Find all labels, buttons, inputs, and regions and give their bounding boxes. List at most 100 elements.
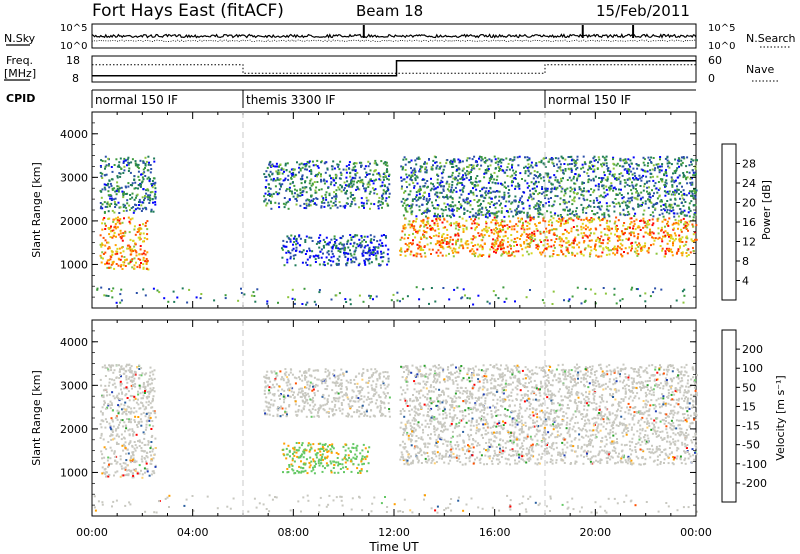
range-cell [480,159,483,162]
range-cell [103,183,106,186]
range-cell [674,203,676,206]
range-cell [528,196,531,199]
range-cell [293,184,296,187]
range-cell [439,166,442,169]
range-cell [305,202,308,205]
range-cell [110,184,113,187]
range-cell [468,179,471,182]
range-cell [134,385,137,388]
range-cell [551,221,554,224]
range-cell [465,174,467,177]
range-cell [586,235,589,238]
range-cell [129,368,132,371]
range-cell [419,253,422,256]
range-cell [129,218,132,221]
range-cell [482,228,485,231]
range-cell [100,190,103,193]
range-cell [146,420,149,423]
range-cell [476,248,479,251]
range-cell [368,262,371,265]
range-cell [677,250,680,252]
range-cell [323,246,325,249]
range-cell [548,204,551,207]
range-cell [117,397,120,400]
range-cell [646,186,649,189]
range-cell [346,202,349,205]
range-cell [301,379,304,382]
range-cell [517,204,520,207]
range-cell [492,238,495,241]
range-cell [385,161,388,164]
range-cell [123,372,126,375]
range-cell [603,212,606,215]
range-cell [425,237,428,240]
range-cell [659,158,661,161]
range-cell [690,160,692,163]
range-cell [634,228,637,231]
range-cell [144,471,146,474]
range-cell [483,234,486,237]
range-cell [602,177,605,180]
range-cell [682,189,685,192]
range-cell [130,379,133,382]
range-cell [454,178,456,181]
range-cell [503,185,506,188]
range-cell [293,168,296,171]
range-cell [532,239,535,242]
range-cell [346,259,349,262]
range-cell [422,218,425,221]
range-cell [372,298,374,301]
range-cell [518,210,521,213]
range-cell [122,367,125,370]
range-cell [142,288,145,291]
range-cell [146,259,149,262]
range-cell [608,253,611,256]
range-cell [147,198,150,201]
range-cell [631,181,633,184]
range-cell [145,160,148,163]
range-cell [117,443,120,445]
range-cell [122,194,125,197]
range-cell [139,232,142,235]
range-cell [436,178,439,181]
range-cell [609,187,612,190]
range-cell [126,381,129,384]
range-cell [320,161,323,164]
range-cell [135,261,137,264]
range-cell [267,173,270,176]
range-cell [304,253,307,255]
range-cell [628,185,631,187]
y-tick-label: 3000 [60,171,88,184]
range-cell [138,464,141,467]
range-cell [538,161,541,164]
range-cell [544,202,547,205]
range-cell [527,170,530,173]
range-cell [131,428,134,431]
range-cell [418,241,421,244]
range-cell [637,203,640,206]
range-cell [669,204,672,207]
range-cell [451,197,454,200]
range-cell [506,252,509,255]
range-cell [542,205,545,208]
range-cell [103,400,106,403]
range-cell [121,221,124,224]
range-cell [276,178,279,181]
range-cell [315,197,318,200]
range-cell [469,211,472,214]
range-cell [556,180,559,183]
range-cell [283,206,286,209]
range-cell [657,163,660,165]
range-cell [480,211,483,214]
range-cell [470,218,473,221]
range-cell [284,164,287,167]
range-cell [688,202,691,205]
range-cell [547,175,549,178]
range-cell [426,207,429,210]
range-cell [377,201,380,204]
range-cell [124,408,127,411]
range-cell [614,220,617,223]
range-cell [582,241,585,244]
range-cell [658,213,661,216]
range-cell [125,209,128,212]
